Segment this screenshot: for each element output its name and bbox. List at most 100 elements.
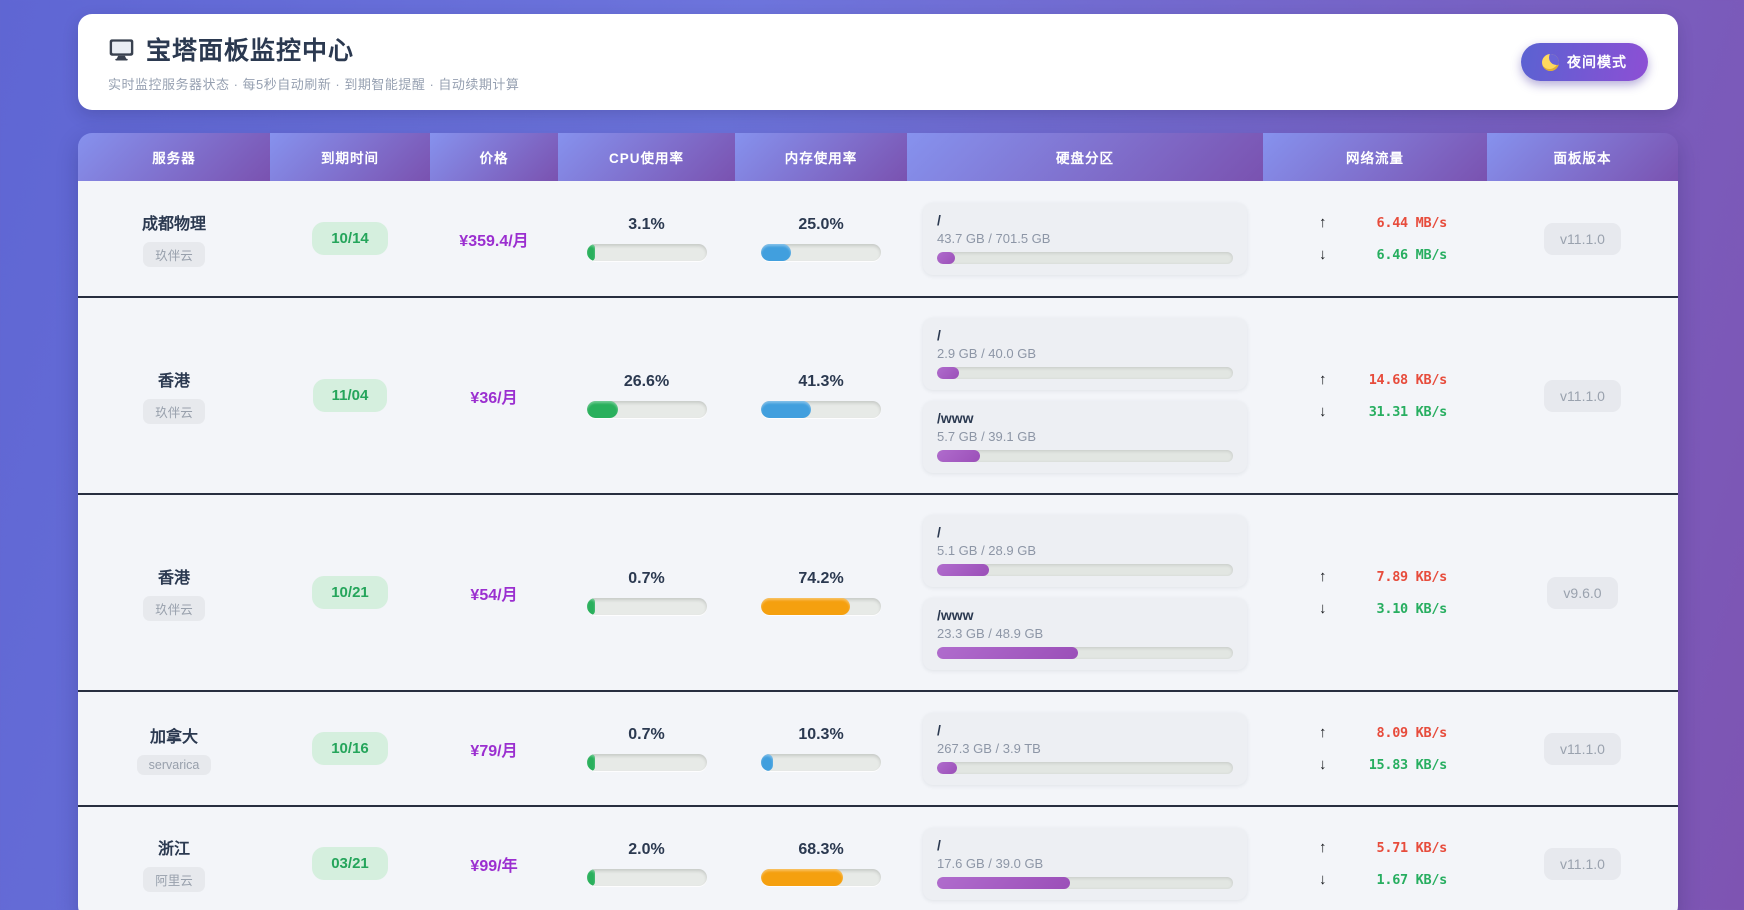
- cpu-percent: 0.7%: [628, 726, 665, 743]
- table-row: 加拿大 servarica 10/16 ¥79/月 0.7% 10.3% / 2…: [78, 690, 1678, 805]
- server-name: 加拿大: [149, 728, 198, 746]
- server-name: 成都物理: [141, 216, 206, 233]
- disk-usage-fill: [937, 761, 957, 774]
- page-title: 宝塔面板监控中心: [146, 37, 355, 65]
- expiry-badge: 03/21: [312, 847, 388, 880]
- disk-usage-bar: [937, 367, 1233, 379]
- panel-version-badge: v11.1.0: [1544, 222, 1621, 255]
- upload-speed: 5.71 KB/s: [1376, 839, 1448, 856]
- table-row: 浙江 阿里云 03/21 ¥99/年 2.0% 68.3% / 17.6 GB …: [78, 805, 1678, 910]
- cpu-usage-bar: [586, 598, 707, 615]
- price-label: ¥54/月: [470, 586, 518, 604]
- upload-arrow-icon: ↑: [1319, 839, 1327, 856]
- moon-icon: [1542, 53, 1559, 71]
- disk-usage-fill: [937, 367, 959, 379]
- provider-badge: 玖伴云: [143, 596, 205, 621]
- disk-usage-bar: [937, 251, 1233, 264]
- disk-usage-bar: [937, 564, 1233, 576]
- memory-usage-bar: [761, 754, 881, 771]
- disk-partition-list: / 43.7 GB / 701.5 GB: [907, 202, 1263, 275]
- cpu-usage-bar: [586, 244, 707, 261]
- memory-percent: 10.3%: [798, 726, 844, 743]
- panel-version-badge: v11.1.0: [1544, 379, 1621, 412]
- disk-partition-list: / 5.1 GB / 28.9 GB /www 23.3 GB / 48.9 G…: [907, 515, 1263, 670]
- upload-arrow-icon: ↑: [1319, 214, 1327, 231]
- disk-partition-list: / 267.3 GB / 3.9 TB: [907, 712, 1263, 785]
- disk-partition-card: /www 5.7 GB / 39.1 GB: [923, 401, 1247, 473]
- panel-version-badge: v11.1.0: [1544, 732, 1621, 765]
- cpu-percent: 2.0%: [628, 841, 665, 858]
- download-arrow-icon: ↓: [1319, 756, 1327, 773]
- table-row: 香港 玖伴云 11/04 ¥36/月 26.6% 41.3% / 2.9 GB …: [78, 296, 1678, 493]
- download-speed: 15.83 KB/s: [1368, 756, 1448, 773]
- disk-mount-point: /: [937, 836, 941, 853]
- memory-percent: 74.2%: [798, 570, 844, 587]
- disk-mount-point: /: [937, 721, 941, 738]
- table-body: 成都物理 玖伴云 10/14 ¥359.4/月 3.1% 25.0% / 43.…: [78, 181, 1678, 910]
- night-mode-label: 夜间模式: [1567, 54, 1627, 70]
- cpu-usage-fill: [586, 598, 595, 615]
- disk-partition-list: / 17.6 GB / 39.0 GB: [907, 827, 1263, 900]
- disk-usage-text: 5.1 GB / 28.9 GB: [937, 543, 1036, 558]
- disk-usage-bar: [937, 876, 1233, 889]
- cpu-usage-bar: [586, 869, 707, 886]
- disk-usage-fill: [937, 876, 1071, 889]
- download-arrow-icon: ↓: [1319, 246, 1327, 263]
- memory-percent: 25.0%: [798, 216, 844, 233]
- night-mode-button[interactable]: 夜间模式: [1521, 43, 1648, 81]
- download-arrow-icon: ↓: [1319, 403, 1327, 420]
- disk-partition-card: /www 23.3 GB / 48.9 GB: [923, 598, 1247, 670]
- disk-usage-text: 17.6 GB / 39.0 GB: [937, 855, 1044, 871]
- disk-usage-fill: [937, 251, 956, 264]
- table-row: 香港 玖伴云 10/21 ¥54/月 0.7% 74.2% / 5.1 GB /…: [78, 493, 1678, 690]
- column-header-expiry: 到期时间: [270, 133, 430, 181]
- disk-mount-point: /: [937, 524, 941, 540]
- cpu-percent: 0.7%: [628, 570, 665, 587]
- price-label: ¥99/年: [470, 857, 518, 875]
- expiry-badge: 10/21: [312, 576, 388, 609]
- server-table: 服务器 到期时间 价格 CPU使用率 内存使用率 硬盘分区 网络流量 面板版本 …: [78, 133, 1678, 910]
- expiry-badge: 11/04: [312, 379, 388, 412]
- disk-usage-text: 2.9 GB / 40.0 GB: [937, 346, 1036, 361]
- upload-speed: 14.68 KB/s: [1368, 371, 1448, 388]
- disk-usage-bar: [937, 647, 1233, 659]
- provider-badge: 阿里云: [143, 867, 205, 892]
- memory-usage-bar: [761, 598, 881, 615]
- memory-usage-fill: [761, 401, 811, 418]
- upload-arrow-icon: ↑: [1319, 724, 1327, 741]
- column-header-price: 价格: [430, 133, 558, 181]
- table-row: 成都物理 玖伴云 10/14 ¥359.4/月 3.1% 25.0% / 43.…: [78, 181, 1678, 296]
- page-subtitle: 实时监控服务器状态 · 每5秒自动刷新 · 到期智能提醒 · 自动续期计算: [108, 77, 520, 92]
- memory-usage-fill: [761, 754, 774, 771]
- disk-partition-card: / 5.1 GB / 28.9 GB: [923, 515, 1247, 587]
- disk-usage-text: 43.7 GB / 701.5 GB: [937, 230, 1051, 246]
- price-label: ¥359.4/月: [459, 232, 529, 250]
- disk-usage-bar: [937, 450, 1233, 462]
- disk-partition-card: / 267.3 GB / 3.9 TB: [923, 712, 1247, 785]
- upload-arrow-icon: ↑: [1319, 371, 1327, 388]
- server-name: 香港: [157, 570, 190, 587]
- price-label: ¥36/月: [470, 389, 518, 407]
- disk-usage-fill: [937, 450, 981, 462]
- column-header-version: 面板版本: [1487, 133, 1678, 181]
- cpu-percent: 26.6%: [623, 373, 670, 390]
- table-header-row: 服务器 到期时间 价格 CPU使用率 内存使用率 硬盘分区 网络流量 面板版本: [78, 133, 1678, 181]
- cpu-usage-bar: [586, 754, 707, 771]
- server-name: 香港: [157, 373, 190, 390]
- provider-badge: servarica: [136, 754, 212, 775]
- cpu-usage-fill: [586, 401, 619, 418]
- disk-usage-fill: [937, 647, 1078, 659]
- upload-speed: 6.44 MB/s: [1376, 214, 1448, 231]
- upload-speed: 8.09 KB/s: [1376, 724, 1448, 741]
- panel-version-badge: v11.1.0: [1544, 847, 1621, 880]
- cpu-usage-bar: [586, 401, 707, 418]
- disk-mount-point: /www: [937, 410, 974, 426]
- disk-partition-list: / 2.9 GB / 40.0 GB /www 5.7 GB / 39.1 GB: [907, 318, 1263, 473]
- download-speed: 1.67 KB/s: [1376, 871, 1448, 888]
- provider-badge: 玖伴云: [143, 242, 205, 267]
- disk-usage-bar: [937, 761, 1233, 774]
- provider-badge: 玖伴云: [143, 399, 205, 424]
- column-header-network: 网络流量: [1263, 133, 1487, 181]
- disk-partition-card: / 2.9 GB / 40.0 GB: [923, 318, 1247, 390]
- download-arrow-icon: ↓: [1319, 871, 1327, 888]
